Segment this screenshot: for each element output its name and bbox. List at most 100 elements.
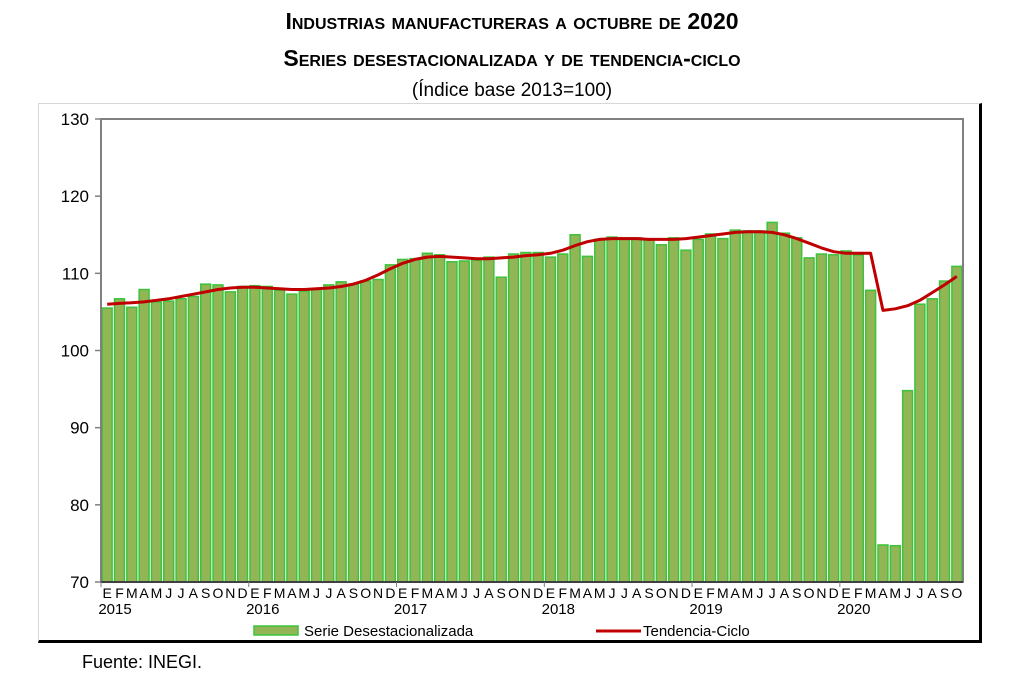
x-month-label: A: [139, 585, 149, 601]
x-month-label: M: [446, 585, 458, 601]
x-month-label: A: [878, 585, 888, 601]
x-month-label: A: [435, 585, 445, 601]
x-month-label: J: [609, 585, 616, 601]
bar: [877, 544, 889, 583]
x-month-label: J: [178, 585, 185, 601]
bar: [187, 295, 200, 583]
x-month-label: S: [644, 585, 653, 601]
x-month-label: A: [189, 585, 199, 601]
bar: [655, 244, 668, 583]
x-month-label: O: [951, 585, 962, 601]
x-month-label: A: [336, 585, 346, 601]
x-month-label: N: [521, 585, 531, 601]
bar: [163, 300, 175, 583]
x-month-label: F: [411, 585, 420, 601]
bar: [433, 254, 446, 583]
x-month-label: M: [594, 585, 606, 601]
bar: [544, 256, 557, 583]
x-month-label: J: [313, 585, 320, 601]
bar: [286, 293, 298, 583]
bar: [310, 288, 323, 583]
x-month-label: M: [742, 585, 754, 601]
x-month-label: M: [421, 585, 433, 601]
chart-title-line1: Industrias manufactureras a octubre de 2…: [285, 8, 739, 34]
x-month-label: F: [559, 585, 568, 601]
bar-series: [101, 221, 963, 583]
bar: [778, 232, 791, 583]
bar: [951, 265, 963, 583]
source-note: Fuente: INEGI.: [82, 652, 203, 672]
bar: [594, 238, 606, 583]
bar: [791, 237, 803, 583]
bar: [889, 544, 901, 583]
x-month-label: D: [533, 585, 543, 601]
x-year-label: 2019: [689, 601, 722, 618]
y-tick-label: 80: [70, 496, 89, 515]
bar: [446, 261, 458, 583]
x-month-label: J: [461, 585, 468, 601]
bar: [827, 254, 840, 583]
x-month-label: J: [916, 585, 923, 601]
x-month-label: F: [854, 585, 863, 601]
bar: [717, 237, 729, 583]
bar: [901, 389, 914, 583]
bar: [458, 260, 470, 583]
bar: [113, 298, 126, 583]
x-month-label: E: [694, 585, 703, 601]
trend-line: [107, 230, 958, 312]
bar: [495, 276, 507, 583]
chart-title-line2: Series desestacionalizada y de tendencia…: [283, 45, 741, 71]
bar: [569, 234, 581, 583]
chart-subtitle: (Índice base 2013=100): [411, 80, 613, 101]
x-month-label: O: [360, 585, 371, 601]
x-month-label: E: [102, 585, 111, 601]
x-month-label: N: [669, 585, 679, 601]
x-month-label: M: [717, 585, 729, 601]
legend-bar-swatch: [253, 625, 299, 636]
bar: [273, 289, 286, 583]
x-month-label: J: [165, 585, 172, 601]
bar: [347, 283, 360, 583]
x-month-label: J: [621, 585, 628, 601]
x-month-label: A: [583, 585, 593, 601]
bar: [335, 281, 347, 583]
bar: [126, 306, 138, 583]
bar: [606, 236, 618, 583]
y-tick-label: 90: [70, 419, 89, 438]
bar: [864, 289, 877, 583]
x-month-label: S: [497, 585, 506, 601]
bar: [729, 229, 741, 583]
x-month-label: F: [115, 585, 124, 601]
bar: [938, 280, 951, 583]
x-month-label: M: [569, 585, 581, 601]
y-axis-labels: 70 80 90 100 110 120 130: [61, 110, 89, 592]
x-month-label: J: [769, 585, 776, 601]
x-month-label: M: [298, 585, 310, 601]
bar: [138, 288, 150, 583]
x-year-label: 2016: [246, 601, 279, 618]
x-month-label: N: [225, 585, 235, 601]
bar: [298, 290, 310, 583]
x-month-label: O: [213, 585, 224, 601]
axes: [95, 118, 964, 587]
bar: [396, 258, 409, 583]
x-month-label: J: [325, 585, 332, 601]
x-month-label: F: [263, 585, 272, 601]
legend: Serie Desestacionalizada Tendencia-Ciclo: [253, 623, 750, 640]
legend-trend-label: Tendencia-Ciclo: [643, 623, 750, 640]
x-month-label: D: [829, 585, 839, 601]
x-month-label: S: [792, 585, 801, 601]
bar: [667, 237, 680, 583]
bar: [507, 253, 520, 583]
bar: [483, 256, 495, 583]
x-month-label: M: [889, 585, 901, 601]
bar: [803, 257, 815, 583]
x-year-label: 2015: [98, 601, 131, 618]
bar: [384, 264, 397, 583]
bar: [421, 252, 434, 583]
bar: [618, 237, 631, 583]
bar: [630, 237, 643, 583]
bar: [581, 255, 594, 583]
bar: [175, 298, 187, 583]
